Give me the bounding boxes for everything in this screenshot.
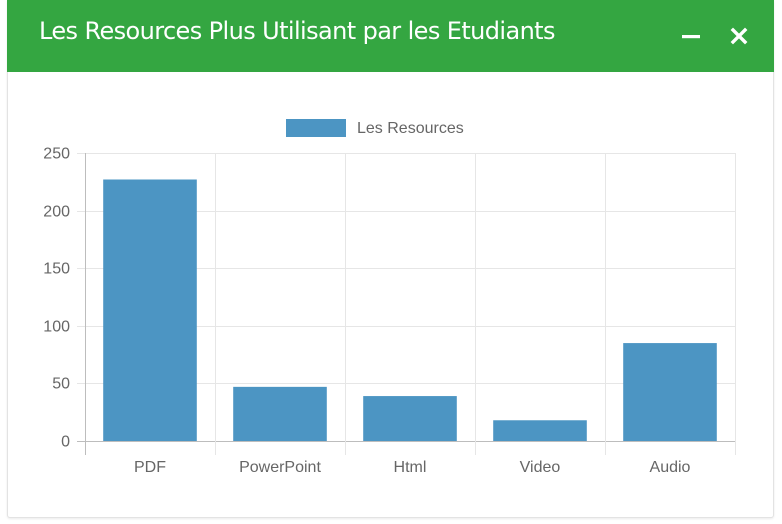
chart-widget: Les Resources Plus Utilisant par les Etu… [7,0,774,518]
close-button[interactable] [725,22,753,50]
widget-title: Les Resources Plus Utilisant par les Etu… [39,17,556,45]
close-icon [730,27,748,45]
minimize-button[interactable] [677,22,705,50]
widget-header: Les Resources Plus Utilisant par les Etu… [7,0,774,72]
minus-icon [682,35,700,39]
